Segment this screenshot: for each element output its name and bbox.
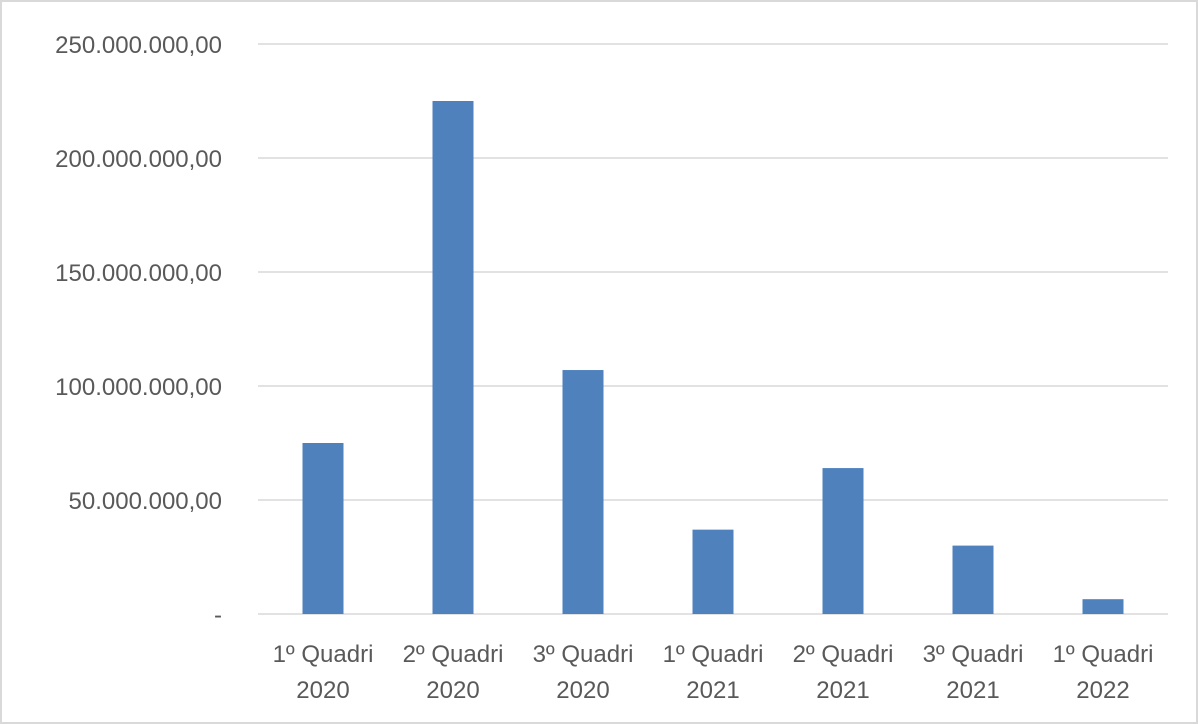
x-tick-label: 1º Quadri xyxy=(273,641,374,668)
bar xyxy=(432,101,474,614)
x-tick-label: 1º Quadri xyxy=(1053,641,1154,668)
bar xyxy=(822,468,864,614)
bar xyxy=(952,545,994,614)
y-tick-label: 250.000.000,00 xyxy=(55,32,222,59)
x-tick-label: 2º Quadri xyxy=(793,641,894,668)
x-tick-label: 3º Quadri xyxy=(923,641,1024,668)
x-axis-labels: 1º Quadri 2020 2º Quadri 2020 3º Quadri 2020 1… xyxy=(273,641,1154,704)
x-tick-label: 2020 xyxy=(296,677,349,704)
gridlines xyxy=(258,43,1168,615)
x-tick-label: 2021 xyxy=(946,677,999,704)
y-tick-label: - xyxy=(214,602,222,629)
x-tick-label: 2º Quadri xyxy=(403,641,504,668)
y-tick-label: 150.000.000,00 xyxy=(55,260,222,287)
y-tick-label: 50.000.000,00 xyxy=(69,488,222,515)
y-tick-label: 100.000.000,00 xyxy=(55,374,222,401)
bars xyxy=(302,101,1124,614)
x-tick-label: 2020 xyxy=(426,677,479,704)
x-tick-label: 1º Quadri xyxy=(663,641,764,668)
x-tick-label: 2021 xyxy=(686,677,739,704)
x-tick-label: 2020 xyxy=(556,677,609,704)
bar xyxy=(302,443,344,614)
bar xyxy=(1082,599,1124,614)
bar xyxy=(692,529,734,614)
bar xyxy=(562,370,604,614)
y-tick-label: 200.000.000,00 xyxy=(55,146,222,173)
y-axis-ticks: - 50.000.000,00 100.000.000,00 150.000.000,… xyxy=(55,32,222,629)
x-tick-label: 3º Quadri xyxy=(533,641,634,668)
x-tick-label: 2021 xyxy=(816,677,869,704)
x-tick-label: 2022 xyxy=(1076,677,1129,704)
